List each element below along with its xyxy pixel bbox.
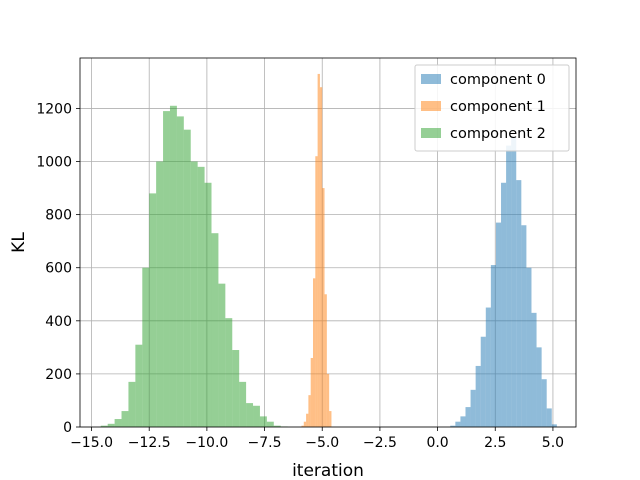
histogram-bar xyxy=(128,381,136,427)
x-axis-label: iteration xyxy=(292,461,364,480)
histogram-bar xyxy=(121,411,129,427)
legend-label: component 1 xyxy=(450,99,546,115)
x-tick-label: −7.5 xyxy=(248,435,282,451)
histogram-bar xyxy=(204,182,212,427)
histogram-bar xyxy=(480,336,486,427)
series-2-bars xyxy=(100,105,288,427)
histogram-bar xyxy=(176,116,184,427)
legend-swatch xyxy=(421,128,441,138)
histogram-bar xyxy=(526,267,532,427)
legend-label: component 0 xyxy=(450,72,546,88)
histogram-bar xyxy=(490,265,496,427)
x-tick-label: 5.0 xyxy=(542,435,564,451)
histogram-bar xyxy=(485,307,491,427)
histogram-bar xyxy=(541,379,547,427)
histogram-bar xyxy=(313,278,316,427)
histogram-bar xyxy=(183,129,191,427)
y-tick-label: 1000 xyxy=(36,155,72,171)
histogram-bar xyxy=(225,318,233,427)
histogram-bar xyxy=(475,365,481,427)
histogram-bar xyxy=(100,425,108,427)
histogram-bar xyxy=(310,357,314,427)
histogram-bar xyxy=(259,416,267,427)
y-tick-label: 1200 xyxy=(36,101,72,117)
histogram-bar xyxy=(163,111,170,427)
histogram-bar xyxy=(501,182,507,427)
histogram-bar xyxy=(506,145,512,427)
histogram-bar xyxy=(319,87,323,427)
histogram-bar xyxy=(253,405,260,427)
histogram-bar xyxy=(495,222,502,427)
histogram-bar xyxy=(546,408,552,427)
histogram-bar xyxy=(326,373,330,427)
series-1-bars xyxy=(301,73,332,428)
histogram-bar xyxy=(329,411,332,427)
histogram-bar xyxy=(135,344,143,427)
histogram-bar xyxy=(317,73,320,428)
histogram-bar xyxy=(531,312,537,427)
histogram-bar xyxy=(197,166,205,427)
histogram-bar xyxy=(169,105,177,427)
histogram-bar xyxy=(521,225,527,427)
histogram-bar xyxy=(301,425,304,427)
histogram-bar xyxy=(273,425,281,427)
x-tick-label: −12.5 xyxy=(128,435,171,451)
y-axis-label: KL xyxy=(9,232,29,253)
histogram-bar xyxy=(315,156,318,427)
histogram-bar xyxy=(266,421,274,427)
histogram-bar xyxy=(142,267,150,427)
plot-frame xyxy=(79,57,577,428)
histogram-bar xyxy=(455,421,461,427)
legend: component 0 component 1 component 2 xyxy=(414,64,570,152)
legend-swatch xyxy=(421,74,441,84)
histogram-bar xyxy=(306,413,309,427)
histogram-bar xyxy=(114,419,122,427)
axis-ticks: −15.0 −12.5 −10.0 −7.5 −5.0 −2.5 0.0 2.5 5.0 0 200… xyxy=(36,101,564,451)
histogram-bar xyxy=(190,161,198,427)
histogram-bars xyxy=(100,73,557,428)
x-tick-label: −2.5 xyxy=(363,435,397,451)
histogram-bar xyxy=(324,294,327,427)
y-tick-label: 600 xyxy=(45,261,72,277)
y-tick-label: 800 xyxy=(45,208,72,224)
histogram-bar xyxy=(218,283,226,427)
histogram-bar xyxy=(239,381,247,427)
x-tick-label: −5.0 xyxy=(305,435,339,451)
histogram-bar xyxy=(470,389,476,427)
x-tick-label: 2.5 xyxy=(484,435,506,451)
histogram-bar xyxy=(246,403,254,427)
x-tick-label: −10.0 xyxy=(185,435,228,451)
x-tick-label: −15.0 xyxy=(70,435,113,451)
histogram-bar xyxy=(232,350,240,427)
histogram-bar xyxy=(511,137,517,427)
histogram-bar xyxy=(536,347,542,427)
series-0-bars xyxy=(450,137,557,427)
histogram-bar xyxy=(156,161,164,427)
y-tick-label: 200 xyxy=(45,367,72,383)
histogram-bar xyxy=(450,425,456,427)
histogram-bar xyxy=(107,423,115,427)
y-tick-label: 0 xyxy=(63,420,72,436)
histogram-bar xyxy=(322,188,325,427)
x-tick-label: 0.0 xyxy=(426,435,448,451)
histogram-bar xyxy=(465,407,471,427)
histogram-bar xyxy=(149,193,157,427)
histogram-bar xyxy=(516,180,522,427)
legend-label: component 2 xyxy=(450,126,546,142)
legend-box xyxy=(414,64,570,152)
histogram-bar xyxy=(308,395,311,427)
histogram-bar xyxy=(551,424,557,427)
histogram-bar xyxy=(460,416,466,427)
y-tick-label: 400 xyxy=(45,314,72,330)
legend-swatch xyxy=(421,101,441,111)
histogram-bar xyxy=(211,233,219,427)
histogram-bar xyxy=(303,421,307,427)
